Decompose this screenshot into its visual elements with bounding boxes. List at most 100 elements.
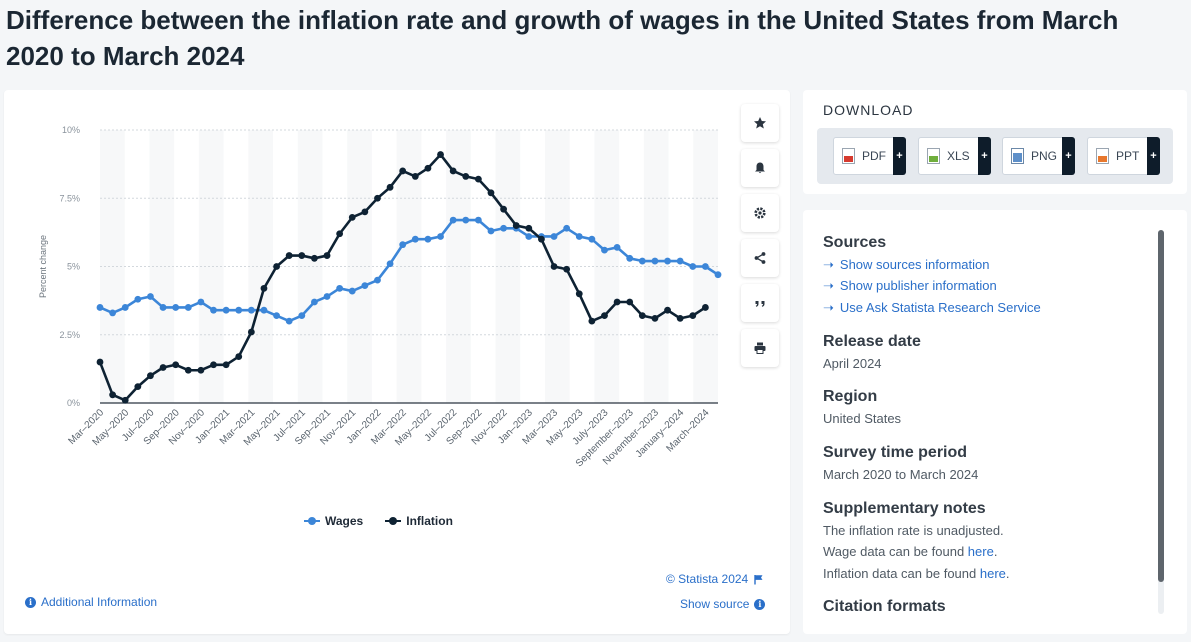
survey-period-title: Survey time period: [823, 444, 968, 461]
download-panel: DOWNLOAD PDF + XLS + PNG + PPT +: [803, 90, 1187, 194]
data-point-inflation: [437, 151, 444, 158]
data-point-wages: [109, 309, 117, 317]
data-point-wages: [311, 298, 318, 306]
bookmark-button[interactable]: [741, 104, 779, 142]
data-point-wages: [399, 241, 407, 249]
data-point-inflation: [184, 366, 192, 374]
chart-band: [594, 130, 620, 403]
info-scrollbar[interactable]: [1158, 230, 1164, 614]
data-point-inflation: [676, 314, 684, 322]
png-file-icon: [1011, 148, 1024, 164]
data-point-inflation: [159, 364, 167, 371]
download-xls-label: XLS: [947, 149, 970, 163]
copyright-text: © Statista 2024: [666, 572, 749, 586]
notes-line-3: Inflation data can be found here.: [823, 566, 1010, 581]
plus-icon: +: [893, 137, 906, 175]
notes-line-1: The inflation rate is unadjusted.: [823, 523, 1004, 538]
supplementary-notes-title: Supplementary notes: [823, 500, 986, 517]
data-point-wages: [500, 224, 507, 232]
data-point-wages: [626, 254, 634, 262]
show-source-label: Show source: [680, 597, 750, 611]
settings-button[interactable]: [741, 194, 779, 232]
plus-icon: +: [1062, 137, 1075, 175]
data-point-wages: [676, 257, 684, 265]
download-png-label: PNG: [1031, 149, 1058, 163]
data-point-wages: [298, 312, 306, 320]
data-point-inflation: [563, 265, 571, 273]
show-sources-link[interactable]: ➝ Show sources information: [823, 257, 989, 273]
data-point-wages: [235, 306, 243, 314]
legend-swatch-inflation: [385, 517, 402, 525]
arrow-right-icon: ➝: [823, 278, 834, 293]
data-point-inflation: [525, 224, 533, 232]
data-point-wages: [525, 233, 533, 240]
scrollbar-thumb[interactable]: [1158, 230, 1164, 582]
data-point-inflation: [172, 361, 180, 369]
data-point-wages: [159, 304, 167, 311]
wage-data-link[interactable]: here: [967, 544, 994, 559]
chart-card: 0% 2.5% 5% 7.5% 10% Percent change Mar–2020 May…: [4, 90, 790, 634]
data-point-inflation: [348, 213, 356, 221]
sources-title: Sources: [823, 234, 887, 251]
show-source-link[interactable]: Show source i: [680, 597, 766, 611]
print-button[interactable]: [741, 329, 779, 367]
legend-item-inflation[interactable]: Inflation: [385, 514, 453, 528]
data-point-inflation: [613, 298, 621, 306]
release-date-value: April 2024: [823, 356, 882, 371]
inflation-data-link[interactable]: here: [979, 566, 1006, 581]
data-point-inflation: [424, 164, 432, 172]
y-tick-label: 10%: [62, 125, 80, 135]
additional-information-link[interactable]: i Additional Information: [25, 595, 157, 609]
data-point-wages: [285, 317, 293, 325]
data-point-inflation: [487, 189, 495, 197]
gear-icon: [754, 207, 766, 219]
data-point-wages: [411, 235, 419, 243]
data-point-wages: [96, 304, 104, 311]
data-point-wages: [121, 304, 129, 311]
data-point-wages: [462, 216, 470, 224]
data-point-wages: [134, 295, 142, 303]
info-panel: Sources ➝ Show sources information ➝ Show …: [803, 210, 1187, 634]
y-tick-label: 0%: [67, 398, 80, 408]
data-point-inflation: [273, 263, 280, 270]
star-icon: [754, 117, 766, 129]
page-title: Difference between the inflation rate an…: [6, 5, 1119, 71]
y-tick-label: 5%: [67, 262, 80, 272]
data-point-inflation: [197, 366, 205, 374]
data-point-wages: [260, 306, 268, 314]
notes-line-3-text: Inflation data can be found: [823, 566, 980, 581]
data-point-wages: [273, 312, 280, 320]
data-point-wages: [588, 235, 596, 243]
notification-button[interactable]: [741, 149, 779, 187]
data-point-inflation: [689, 312, 697, 320]
arrow-right-icon: ➝: [823, 257, 834, 272]
data-point-wages: [147, 293, 154, 300]
data-point-inflation: [121, 396, 129, 404]
plus-icon: +: [1147, 137, 1160, 175]
show-publisher-link[interactable]: ➝ Show publisher information: [823, 278, 997, 294]
research-service-link[interactable]: ➝ Use Ask Statista Research Service: [823, 300, 1041, 316]
cite-button[interactable]: [741, 284, 779, 322]
legend-label-inflation: Inflation: [406, 514, 453, 528]
show-sources-label: Show sources information: [839, 257, 990, 272]
chart-band: [347, 130, 372, 403]
data-point-inflation: [500, 205, 507, 213]
copyright[interactable]: © Statista 2024: [666, 572, 764, 586]
share-button[interactable]: [741, 239, 779, 277]
data-point-inflation: [601, 312, 608, 320]
download-png-button[interactable]: PNG +: [1002, 137, 1075, 175]
research-service-label: Use Ask Statista Research Service: [839, 300, 1041, 315]
download-ppt-button[interactable]: PPT +: [1087, 137, 1160, 175]
data-point-wages: [424, 235, 432, 243]
download-pdf-button[interactable]: PDF +: [833, 137, 906, 175]
print-icon: [754, 342, 766, 354]
data-point-wages: [222, 306, 230, 314]
data-point-wages: [386, 260, 394, 268]
data-point-inflation: [386, 183, 394, 191]
download-xls-button[interactable]: XLS +: [918, 137, 991, 175]
data-point-inflation: [374, 194, 381, 202]
data-point-inflation: [462, 173, 470, 180]
legend-item-wages[interactable]: Wages: [304, 514, 363, 528]
data-point-inflation: [147, 372, 154, 380]
download-pdf-label: PDF: [862, 149, 886, 163]
